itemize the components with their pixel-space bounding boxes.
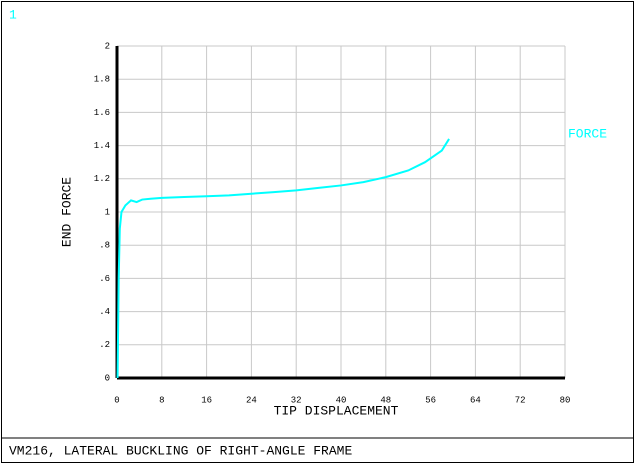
x-tick-label: 48: [380, 395, 391, 405]
x-tick-label: 64: [470, 395, 481, 405]
x-tick-label: 24: [246, 395, 257, 405]
y-tick-label: 1.6: [94, 108, 110, 118]
x-tick-label: 0: [114, 395, 119, 405]
y-tick-label: .8: [99, 241, 110, 251]
x-tick-label: 40: [336, 395, 347, 405]
y-tick-label: 0: [105, 373, 110, 383]
y-axis-label: END FORCE: [59, 177, 74, 247]
x-axis-label: TIP DISPLACEMENT: [274, 403, 399, 418]
y-tick-label: 1.4: [94, 141, 110, 151]
y-tick-label: 2: [105, 41, 110, 51]
y-tick-label: 1.8: [94, 75, 110, 85]
data-line: [116, 138, 450, 379]
y-tick-label: .2: [99, 340, 110, 350]
x-tick-label: 8: [159, 395, 164, 405]
y-tick-label: 1.2: [94, 174, 110, 184]
x-tick-label: 72: [515, 395, 526, 405]
footer: VM216, LATERAL BUCKLING OF RIGHT-ANGLE F…: [9, 443, 352, 458]
legend-entry: FORCE: [568, 126, 607, 141]
x-tick-label: 32: [291, 395, 302, 405]
x-tick-label: 56: [425, 395, 436, 405]
y-tick-label: .4: [99, 307, 110, 317]
y-tick-label: .6: [99, 274, 110, 284]
x-tick-label: 80: [560, 395, 571, 405]
y-tick-label: 1: [105, 207, 110, 217]
plot-number: 1: [9, 7, 17, 22]
x-tick-label: 16: [201, 395, 212, 405]
